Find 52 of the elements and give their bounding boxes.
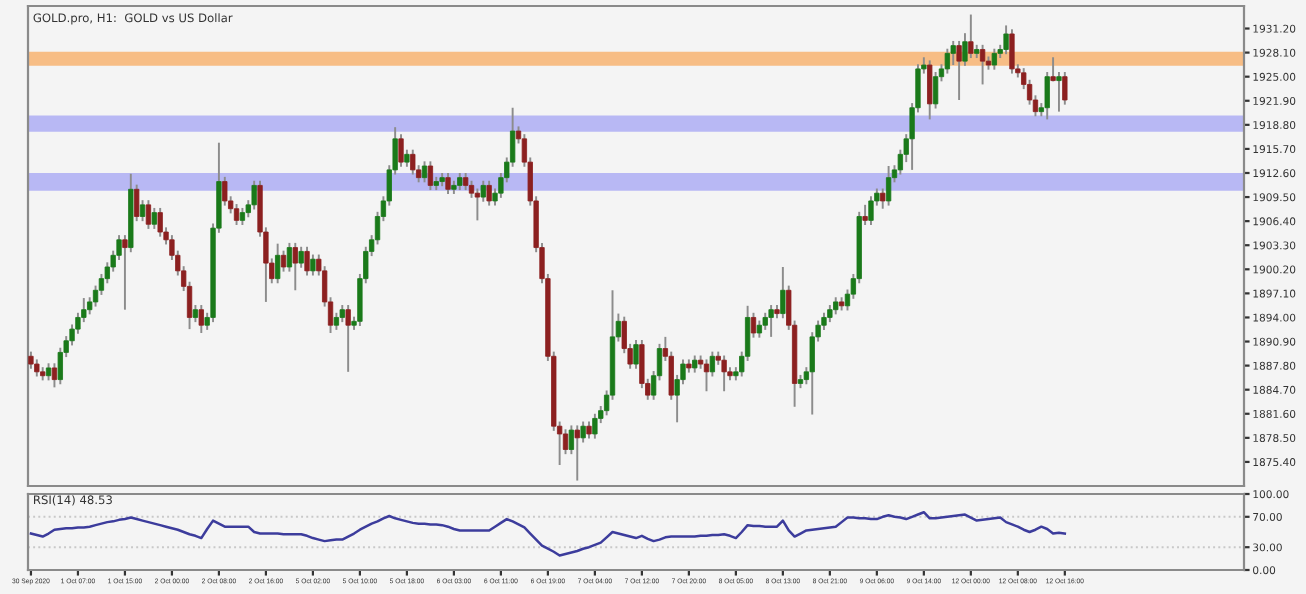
candlestick — [979, 43, 986, 86]
candlestick — [956, 39, 962, 101]
candlestick — [198, 304, 204, 334]
candlestick — [275, 242, 281, 285]
candlestick — [151, 206, 157, 230]
candlestick — [410, 148, 416, 176]
candlestick — [1062, 71, 1068, 106]
line-series — [29, 510, 1067, 557]
candlestick — [122, 234, 128, 311]
candlestick — [280, 249, 287, 273]
candlestick — [1009, 28, 1015, 75]
candlestick — [157, 206, 163, 238]
candlestick — [932, 71, 939, 110]
candlestick — [950, 39, 956, 66]
candlestick — [298, 245, 304, 269]
candlestick — [474, 187, 481, 222]
candlestick — [703, 358, 710, 393]
candlestick — [780, 266, 786, 320]
candlestick — [944, 47, 950, 75]
candlestick — [721, 354, 727, 393]
candlestick — [222, 175, 228, 207]
candlestick — [991, 47, 997, 71]
candlestick — [251, 179, 257, 211]
candlestick — [880, 187, 886, 210]
candlestick — [1003, 24, 1009, 56]
candlestick — [1056, 71, 1062, 113]
candlestick — [51, 362, 58, 389]
candlestick — [750, 311, 757, 339]
candlestick — [304, 245, 310, 277]
candlestick — [592, 412, 598, 440]
candlestick — [868, 195, 874, 226]
candlestick — [139, 199, 146, 223]
candlestick — [927, 59, 933, 121]
candlestick — [145, 199, 152, 230]
candlestick — [885, 165, 892, 207]
candlestick — [134, 183, 140, 223]
candlestick — [486, 179, 492, 207]
candlestick — [1050, 56, 1056, 83]
candlestick — [292, 241, 298, 292]
candlestick — [445, 172, 451, 195]
candlestick — [233, 203, 240, 226]
candlestick — [421, 160, 428, 184]
candlestick — [427, 160, 434, 192]
candlestick — [1044, 71, 1050, 121]
candlestick — [345, 304, 351, 373]
candlestick — [968, 13, 974, 60]
candlestick — [633, 339, 639, 370]
candlestick — [310, 253, 316, 277]
candlestick — [862, 203, 868, 226]
candlestick — [398, 133, 404, 168]
candlestick — [574, 424, 580, 482]
candlestick — [768, 304, 774, 338]
